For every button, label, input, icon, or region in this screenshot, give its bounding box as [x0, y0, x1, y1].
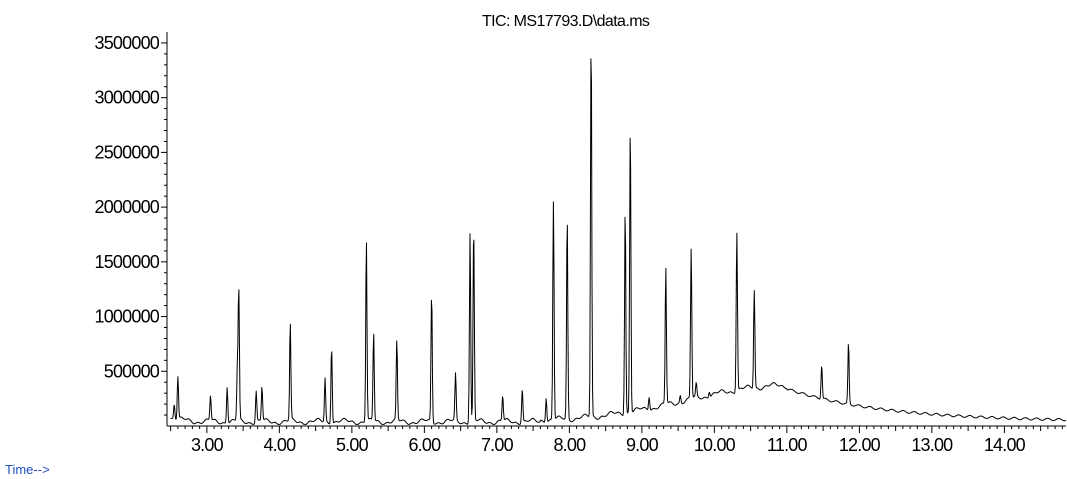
- chart-title: TIC: MS17793.D\data.ms: [482, 13, 650, 30]
- y-tick-label: 2000000: [95, 197, 160, 217]
- x-tick-label: 7.00: [481, 435, 514, 455]
- tic-series-line: [170, 58, 1067, 425]
- x-tick-label: 11.00: [767, 435, 807, 455]
- x-tick-label: 13.00: [911, 435, 953, 455]
- axes: 500000 1000000 1500000 2000000 2500000 300000…: [95, 32, 1066, 455]
- y-tick-label: 500000: [104, 361, 160, 381]
- x-tick-label: 12.00: [839, 435, 881, 455]
- x-tick-label: 10.00: [694, 435, 736, 455]
- y-tick-label: 1500000: [95, 252, 160, 272]
- x-tick-label: 4.00: [263, 435, 296, 455]
- y-tick-label: 1000000: [95, 307, 160, 327]
- x-tick-label: 14.00: [984, 435, 1026, 455]
- x-tick-label: 3.00: [191, 435, 224, 455]
- x-axis-label: Time-->: [5, 462, 50, 477]
- x-tick-label: 8.00: [553, 435, 586, 455]
- y-tick-label: 3000000: [95, 88, 160, 108]
- x-tick-label: 6.00: [408, 435, 441, 455]
- x-tick-label: 9.00: [626, 435, 659, 455]
- x-tick-label: 5.00: [336, 435, 369, 455]
- y-tick-label: 3500000: [95, 33, 160, 53]
- tic-trace: [170, 58, 1067, 425]
- y-tick-label: 2500000: [95, 142, 160, 162]
